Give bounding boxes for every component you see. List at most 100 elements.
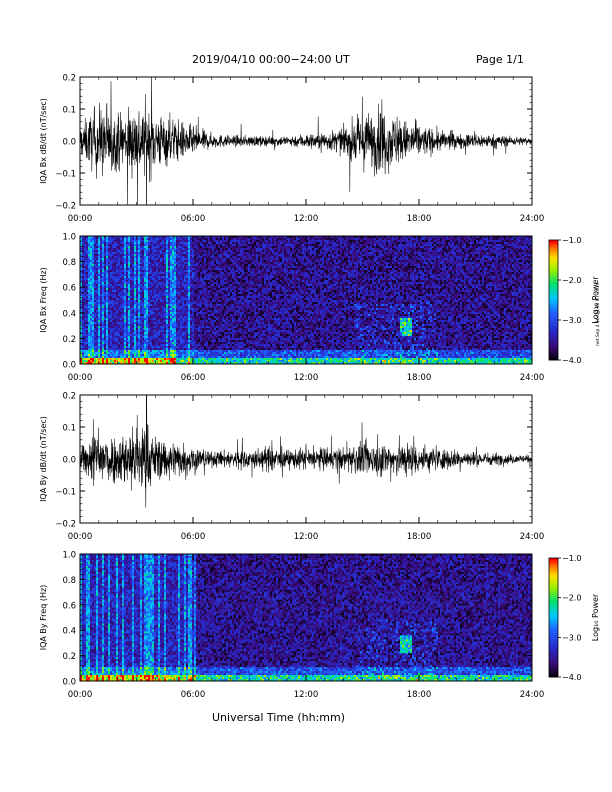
x-tick-label: 12:00 [294,690,319,700]
page-number: Page 1/1 [476,53,524,66]
colorbar-swatch [549,665,558,668]
colorbar-swatch [549,264,558,267]
y-tick-label: 0.0 [62,361,76,371]
x-tick-label: 06:00 [181,214,206,224]
x-tick-label: 12:00 [294,532,319,542]
x-tick-label: 24:00 [520,373,545,383]
y-tick-label: 0.2 [62,392,76,402]
colorbar-swatch [549,625,558,628]
x-tick-label: 06:00 [181,532,206,542]
colorbar-swatch [549,563,558,567]
y-tick-label: 0.8 [62,258,76,268]
colorbar-swatch [549,358,558,361]
y-tick-label: −0.1 [55,488,76,498]
colorbar-swatch [549,318,558,321]
colorbar-swatch [549,344,558,347]
colorbar-frame [548,557,559,678]
colorbar-swatch [549,561,558,565]
spectrogram-cells [80,554,533,682]
colorbar-swatch [549,270,558,273]
colorbar-label: Log₁₀ Power [591,276,600,324]
plot-frame [79,394,533,524]
colorbar-swatch [549,559,558,563]
y-tick-label: 0.8 [62,576,76,586]
colorbar-swatch [549,673,558,676]
colorbar-swatch [549,631,558,634]
colorbar-swatch [549,569,558,573]
colorbar-swatch [549,242,558,245]
colorbar-swatch [549,671,558,674]
y-tick-label: 0.4 [62,627,76,637]
colorbar-swatch [549,649,558,652]
colorbar-tick-label: −2.0 [562,594,581,603]
panel-3: 0.2 0.1 0.0 −0.1 −0.2 00:00 06:00 12:00 18:00 24:… [39,392,545,543]
spectrogram-cells [80,236,533,365]
colorbar-swatch [549,310,558,313]
colorbar-swatch [549,350,558,353]
y-axis-label: IQA Bx dB/dt (nT/sec) [39,98,48,184]
colorbar-swatch [549,244,558,247]
colorbar-swatch [549,356,558,359]
colorbar-tick-label: −3.0 [562,633,581,642]
x-tick-label: 06:00 [181,373,206,383]
colorbar-swatch [549,280,558,283]
colorbar-swatch [549,635,558,638]
panel-2: 1.0 0.8 0.6 0.4 0.2 0.0 00:00 06:00 12:00 18:00 24… [39,233,600,384]
colorbar-swatch [549,258,558,261]
colorbar-swatch [549,587,558,591]
x-tick-label: 00:00 [68,532,93,542]
colorbar-swatch [549,294,558,297]
colorbar-swatch [549,619,558,622]
colorbar-swatch [549,661,558,664]
y-axis-label: IQA By dB/dt (nT/sec) [39,416,48,502]
colorbar-swatch [549,613,558,616]
colorbar-swatch [549,306,558,309]
x-tick-label: 24:00 [520,532,545,542]
y-tick-label: 1.0 [62,233,76,243]
colorbar-swatch [549,589,558,593]
colorbar-swatch [549,338,558,341]
colorbar-swatch [549,312,558,315]
x-tick-label: 12:00 [294,214,319,224]
colorbar-swatch [549,266,558,269]
colorbar-swatch [549,328,558,331]
colorbar-swatch [549,629,558,632]
colorbar-swatch [549,304,558,307]
colorbar-swatch [549,583,558,587]
y-tick-label: 0.0 [62,138,76,148]
colorbar-swatch [549,593,558,597]
y-tick-label: 0.1 [62,424,76,434]
colorbar-swatch [549,308,558,311]
colorbar-swatch [549,621,558,624]
y-tick-label: −0.2 [55,202,76,212]
colorbar-swatch [549,591,558,595]
colorbar-swatch [549,254,558,257]
colorbar-tick-label: −4.0 [562,356,581,365]
colorbar-swatch [549,577,558,581]
colorbar-swatch [549,314,558,317]
colorbar-swatch [549,260,558,263]
plot-title: 2019/04/10 00:00−24:00 UT [192,53,350,66]
x-axis-title: Universal Time (hh:mm) [212,711,345,724]
y-tick-label: 0.0 [62,678,76,688]
y-axis-label: IQA By Freq (Hz) [39,585,48,651]
colorbar-swatch [549,298,558,301]
colorbar-swatch [549,248,558,251]
waveform-series [80,395,532,508]
colorbar-swatch [549,268,558,271]
colorbar-swatch [549,300,558,303]
x-tick-label: 24:00 [520,214,545,224]
colorbar-swatch [549,354,558,357]
panel-1: 0.2 0.1 0.0 −0.1 −0.2 00:00 06:00 12:00 18:00 24:… [39,74,545,225]
colorbar-swatch [549,322,558,325]
x-tick-label: 18:00 [407,690,432,700]
colorbar-swatch [549,288,558,291]
colorbar-swatch [549,340,558,343]
y-tick-label: 0.6 [62,601,76,611]
colorbar-swatch [549,250,558,253]
colorbar-swatch [549,627,558,630]
colorbar-swatch [549,651,558,654]
colorbar-frame [548,239,559,361]
x-tick-label: 00:00 [68,690,93,700]
